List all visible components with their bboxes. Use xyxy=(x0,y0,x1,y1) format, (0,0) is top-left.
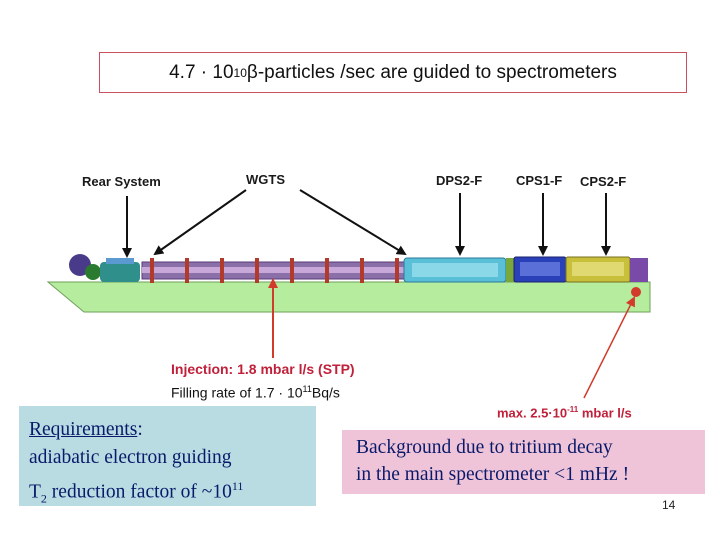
title-box: 4.7 · 10 10 β-particles /sec are guided t… xyxy=(99,52,687,93)
title-prefix: 4.7 · 10 xyxy=(169,61,234,83)
requirements-text: reduction factor of ~10 xyxy=(46,481,232,503)
requirements-line-2: T2 reduction factor of ~1011 xyxy=(29,472,316,512)
rear-system-label: Rear System xyxy=(82,174,161,189)
requirements-subscript: 2 xyxy=(40,491,47,506)
requirements-heading: Requirements xyxy=(29,419,138,440)
green-platform xyxy=(46,281,651,313)
pumping-arrow xyxy=(583,296,635,399)
max-pumping-label: max. 2.5·10-11 mbar l/s xyxy=(497,405,632,420)
dps2f-label: DPS2-F xyxy=(436,173,483,188)
filling-rate-suffix: Bq/s xyxy=(311,384,340,401)
requirements-t: T xyxy=(29,481,41,503)
background-line-2: in the main spectrometer <1 mHz ! xyxy=(356,464,630,485)
max-pumping-prefix: max. 2.5·10 xyxy=(497,405,568,421)
background-line-1: Background due to tritium decay xyxy=(356,437,613,458)
wgts-arrow-left xyxy=(153,189,247,256)
title-exponent: 10 xyxy=(233,65,247,80)
filling-rate-exponent: 11 xyxy=(302,384,312,394)
filling-rate-prefix: Filling rate of 1.7 · 10 xyxy=(171,384,303,401)
requirements-box: Requirements: adiabatic electron guiding… xyxy=(19,406,316,506)
wgts-arrow-right xyxy=(299,189,407,256)
cps2f-label: CPS2-F xyxy=(580,174,627,189)
max-pumping-exponent: -11 xyxy=(567,405,579,414)
background-box: Background due to tritium decay in the m… xyxy=(342,430,705,494)
requirements-colon: : xyxy=(137,419,143,440)
requirements-exponent: 11 xyxy=(231,479,244,493)
requirements-heading-line: Requirements: xyxy=(29,416,316,444)
requirements-line-1: adiabatic electron guiding xyxy=(29,447,232,468)
wgts-label: WGTS xyxy=(246,172,285,187)
injection-label: Injection: 1.8 mbar l/s (STP) xyxy=(171,361,355,377)
filling-rate-label: Filling rate of 1.7 · 1011Bq/s xyxy=(171,384,340,401)
page-number: 14 xyxy=(662,498,676,512)
cps1f-label: CPS1-F xyxy=(516,173,563,188)
max-pumping-suffix: mbar l/s xyxy=(578,405,632,421)
title-suffix: β-particles /sec are guided to spectrome… xyxy=(246,61,617,83)
